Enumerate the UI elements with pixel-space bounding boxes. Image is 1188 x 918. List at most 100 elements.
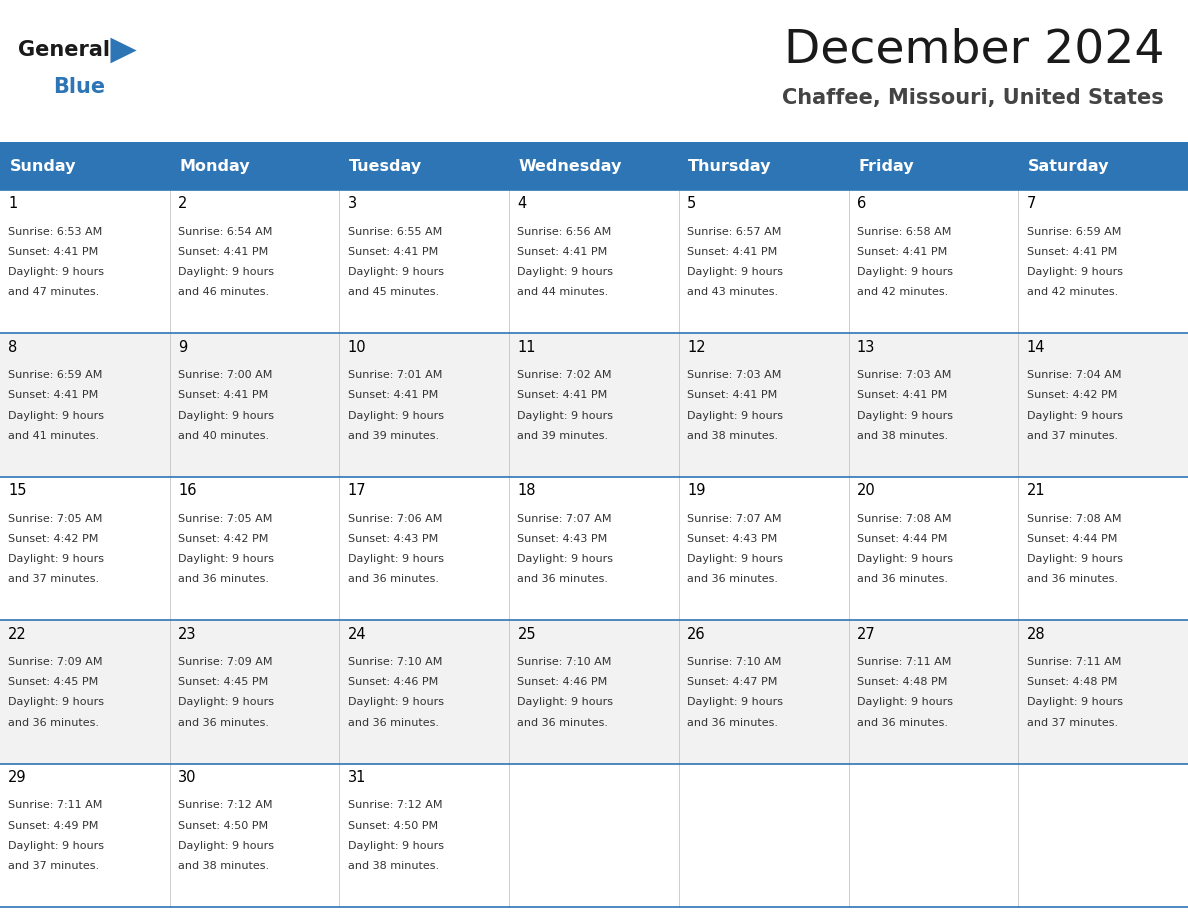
Text: and 36 minutes.: and 36 minutes. [178,574,268,584]
Text: 29: 29 [8,770,27,785]
Text: Daylight: 9 hours: Daylight: 9 hours [348,841,444,851]
Text: 8: 8 [8,340,18,355]
Text: 30: 30 [178,770,196,785]
Text: and 36 minutes.: and 36 minutes. [518,574,608,584]
Text: 9: 9 [178,340,188,355]
Text: Sunrise: 7:05 AM: Sunrise: 7:05 AM [178,513,272,523]
Text: Daylight: 9 hours: Daylight: 9 hours [178,554,274,564]
Text: Sunset: 4:41 PM: Sunset: 4:41 PM [8,247,99,257]
Text: 12: 12 [687,340,706,355]
Text: 25: 25 [518,627,536,642]
Text: Daylight: 9 hours: Daylight: 9 hours [857,410,953,420]
Text: Daylight: 9 hours: Daylight: 9 hours [348,698,444,707]
Text: December 2024: December 2024 [784,28,1164,73]
Text: Sunrise: 7:02 AM: Sunrise: 7:02 AM [518,370,612,380]
Text: Sunset: 4:44 PM: Sunset: 4:44 PM [1026,533,1117,543]
Text: Sunday: Sunday [10,159,76,174]
Text: Sunset: 4:42 PM: Sunset: 4:42 PM [178,533,268,543]
Text: Sunset: 4:46 PM: Sunset: 4:46 PM [518,677,608,687]
Text: Sunset: 4:41 PM: Sunset: 4:41 PM [687,390,777,400]
Text: and 46 minutes.: and 46 minutes. [178,287,270,297]
Text: Sunrise: 6:59 AM: Sunrise: 6:59 AM [8,370,102,380]
Text: and 36 minutes.: and 36 minutes. [8,718,100,727]
Text: Monday: Monday [179,159,249,174]
Text: Sunset: 4:43 PM: Sunset: 4:43 PM [687,533,777,543]
Text: Daylight: 9 hours: Daylight: 9 hours [348,554,444,564]
Text: 31: 31 [348,770,366,785]
Text: and 42 minutes.: and 42 minutes. [1026,287,1118,297]
Text: Sunset: 4:41 PM: Sunset: 4:41 PM [178,247,268,257]
Text: and 44 minutes.: and 44 minutes. [518,287,608,297]
Text: Blue: Blue [53,77,106,97]
Text: Sunset: 4:49 PM: Sunset: 4:49 PM [8,821,99,831]
Text: Sunset: 4:41 PM: Sunset: 4:41 PM [8,390,99,400]
Text: Sunrise: 7:06 AM: Sunrise: 7:06 AM [348,513,442,523]
Text: 23: 23 [178,627,196,642]
Text: Daylight: 9 hours: Daylight: 9 hours [687,267,783,277]
Text: 14: 14 [1026,340,1045,355]
Text: Wednesday: Wednesday [519,159,623,174]
Text: Sunrise: 7:09 AM: Sunrise: 7:09 AM [178,657,272,666]
Text: Sunrise: 7:07 AM: Sunrise: 7:07 AM [687,513,782,523]
Text: Daylight: 9 hours: Daylight: 9 hours [348,410,444,420]
Text: and 39 minutes.: and 39 minutes. [518,431,608,441]
Text: Sunset: 4:43 PM: Sunset: 4:43 PM [348,533,438,543]
Text: and 36 minutes.: and 36 minutes. [857,718,948,727]
Text: Sunset: 4:43 PM: Sunset: 4:43 PM [518,533,608,543]
Text: Daylight: 9 hours: Daylight: 9 hours [687,698,783,707]
Text: Sunset: 4:42 PM: Sunset: 4:42 PM [8,533,99,543]
Text: Sunrise: 6:53 AM: Sunrise: 6:53 AM [8,227,102,237]
Text: Sunrise: 6:56 AM: Sunrise: 6:56 AM [518,227,612,237]
Text: Sunset: 4:44 PM: Sunset: 4:44 PM [857,533,947,543]
Text: Sunrise: 7:08 AM: Sunrise: 7:08 AM [857,513,952,523]
Text: 26: 26 [687,627,706,642]
Text: Saturday: Saturday [1028,159,1110,174]
Text: 5: 5 [687,196,696,211]
Text: Daylight: 9 hours: Daylight: 9 hours [348,267,444,277]
Text: and 41 minutes.: and 41 minutes. [8,431,100,441]
Text: Sunset: 4:41 PM: Sunset: 4:41 PM [518,390,608,400]
Text: Thursday: Thursday [688,159,772,174]
Text: Sunset: 4:46 PM: Sunset: 4:46 PM [348,677,438,687]
Text: General: General [18,40,109,61]
Text: 3: 3 [348,196,356,211]
Text: Chaffee, Missouri, United States: Chaffee, Missouri, United States [783,88,1164,108]
Text: 24: 24 [348,627,366,642]
Text: 2: 2 [178,196,188,211]
Text: Sunrise: 7:03 AM: Sunrise: 7:03 AM [857,370,952,380]
Text: Sunrise: 6:55 AM: Sunrise: 6:55 AM [348,227,442,237]
Text: Daylight: 9 hours: Daylight: 9 hours [8,410,105,420]
Text: Daylight: 9 hours: Daylight: 9 hours [857,267,953,277]
Text: 11: 11 [518,340,536,355]
Text: Daylight: 9 hours: Daylight: 9 hours [1026,410,1123,420]
Text: Sunrise: 7:01 AM: Sunrise: 7:01 AM [348,370,442,380]
Text: Sunset: 4:48 PM: Sunset: 4:48 PM [857,677,947,687]
Text: Friday: Friday [858,159,914,174]
Text: and 36 minutes.: and 36 minutes. [1026,574,1118,584]
Text: Sunset: 4:41 PM: Sunset: 4:41 PM [348,247,438,257]
Text: and 42 minutes.: and 42 minutes. [857,287,948,297]
Bar [0,142,1188,190]
Text: 1: 1 [8,196,18,211]
Text: Daylight: 9 hours: Daylight: 9 hours [178,841,274,851]
Text: Sunrise: 7:11 AM: Sunrise: 7:11 AM [857,657,952,666]
Text: Sunset: 4:45 PM: Sunset: 4:45 PM [8,677,99,687]
Text: Daylight: 9 hours: Daylight: 9 hours [1026,267,1123,277]
Text: 18: 18 [518,483,536,498]
Bar [0,764,1188,907]
Text: Sunrise: 7:03 AM: Sunrise: 7:03 AM [687,370,782,380]
Text: Sunset: 4:41 PM: Sunset: 4:41 PM [518,247,608,257]
Text: and 40 minutes.: and 40 minutes. [178,431,270,441]
Text: Daylight: 9 hours: Daylight: 9 hours [857,698,953,707]
Text: Daylight: 9 hours: Daylight: 9 hours [518,698,613,707]
Text: Sunrise: 6:58 AM: Sunrise: 6:58 AM [857,227,952,237]
Text: Daylight: 9 hours: Daylight: 9 hours [518,267,613,277]
Text: Daylight: 9 hours: Daylight: 9 hours [518,554,613,564]
Text: Daylight: 9 hours: Daylight: 9 hours [8,841,105,851]
Text: and 43 minutes.: and 43 minutes. [687,287,778,297]
Text: Sunrise: 6:59 AM: Sunrise: 6:59 AM [1026,227,1121,237]
Text: Sunrise: 6:57 AM: Sunrise: 6:57 AM [687,227,782,237]
Text: Tuesday: Tuesday [349,159,422,174]
Text: Sunset: 4:41 PM: Sunset: 4:41 PM [687,247,777,257]
Text: and 39 minutes.: and 39 minutes. [348,431,438,441]
